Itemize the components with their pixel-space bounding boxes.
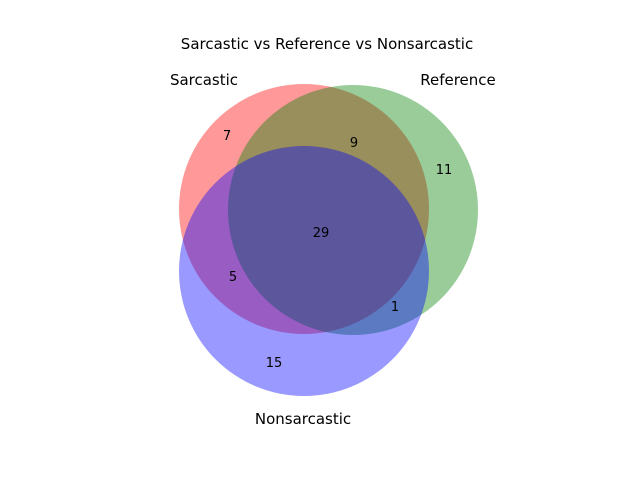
region-only-sarcastic: 7 (223, 129, 231, 144)
set-label-nonsarcastic: Nonsarcastic (255, 410, 351, 428)
set-label-reference: Reference (420, 71, 496, 89)
circle-nonsarcastic (179, 146, 429, 396)
venn-circles (179, 84, 478, 396)
set-label-sarcastic: Sarcastic (170, 71, 238, 89)
region-sarcastic-and-reference: 9 (350, 136, 358, 151)
region-only-nonsarcastic: 15 (266, 356, 283, 371)
chart-title: Sarcastic vs Reference vs Nonsarcastic (181, 35, 473, 53)
region-all-three: 29 (313, 226, 330, 241)
region-only-reference: 11 (436, 163, 453, 178)
region-reference-and-nonsarcastic: 1 (391, 300, 399, 315)
circle-reference (228, 85, 478, 335)
circle-sarcastic (179, 84, 429, 334)
region-sarcastic-and-nonsarcastic: 5 (229, 270, 237, 285)
